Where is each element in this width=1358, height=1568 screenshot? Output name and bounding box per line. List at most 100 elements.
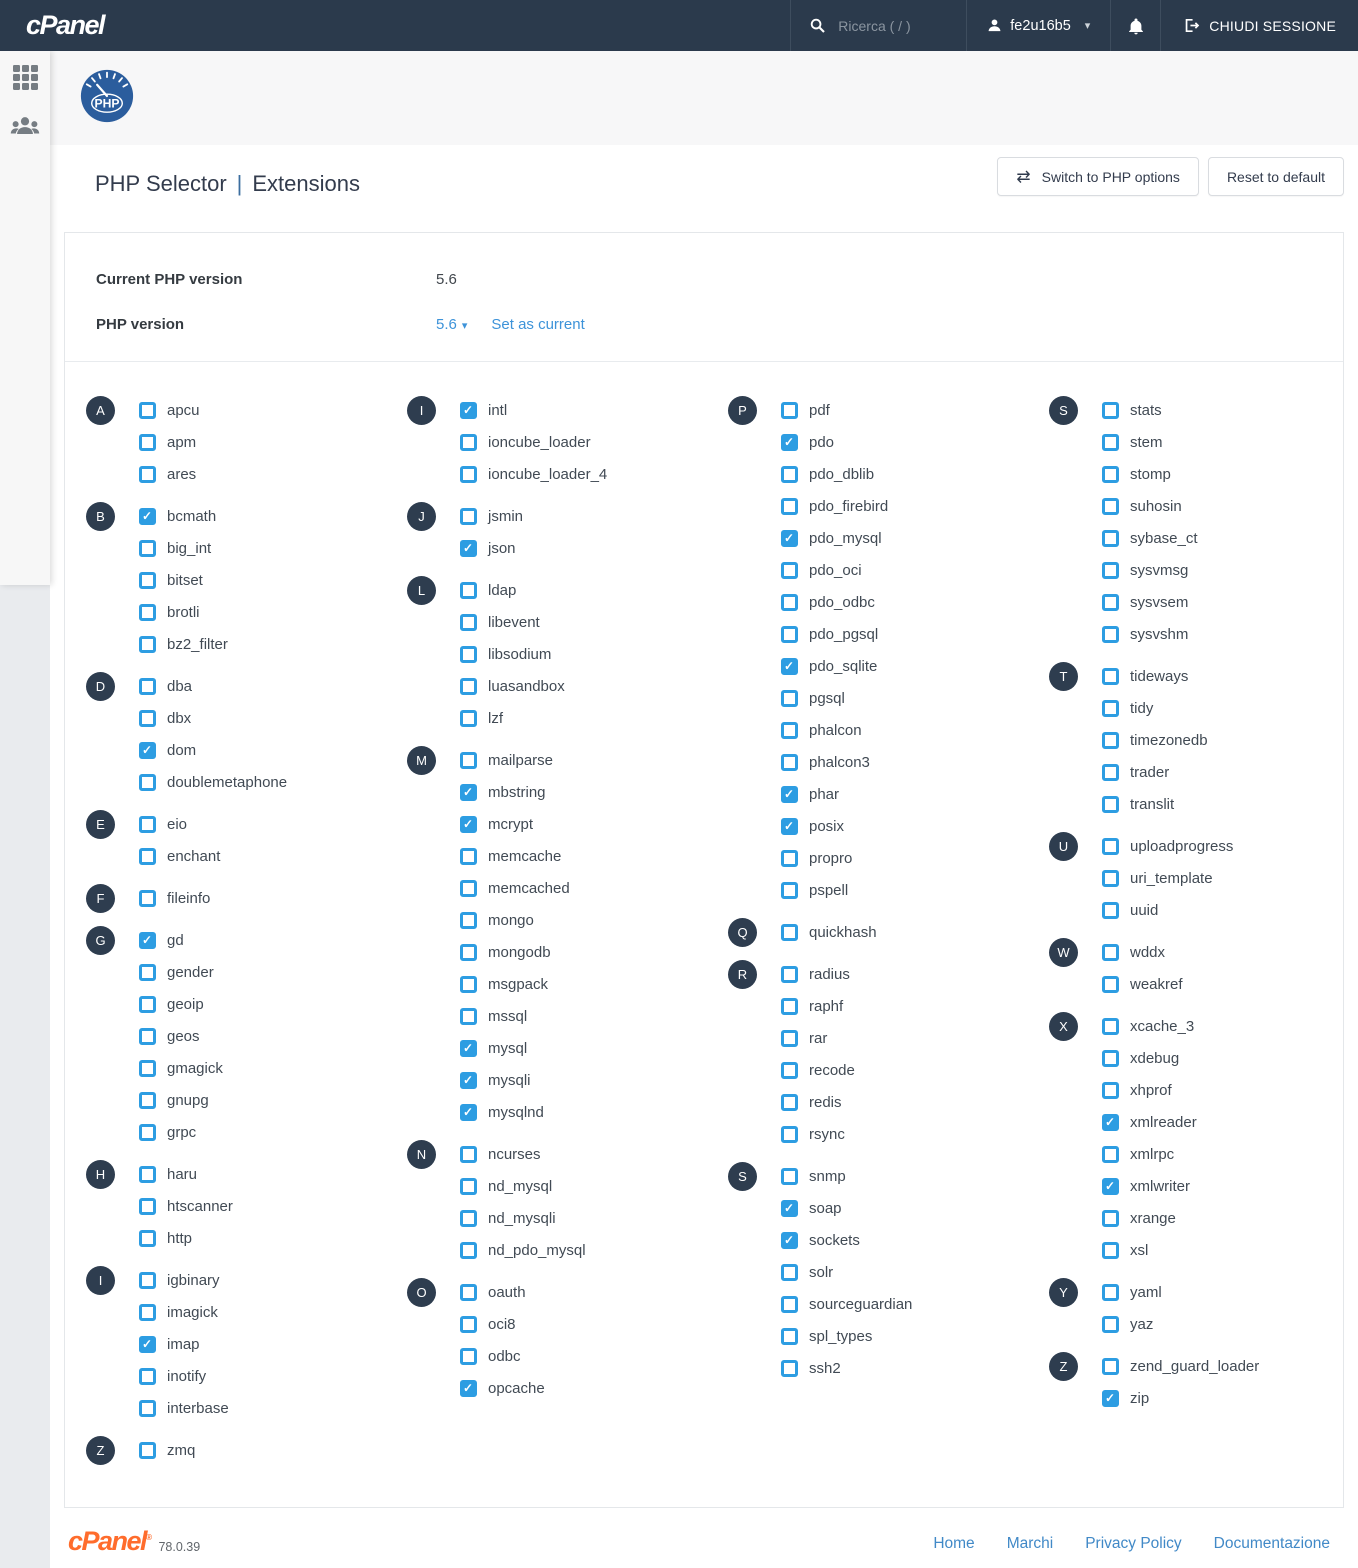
extension-checkbox[interactable] [139, 709, 156, 727]
extension-item[interactable]: stats [1102, 394, 1198, 426]
extension-checkbox[interactable] [1102, 465, 1119, 483]
extension-checkbox[interactable] [139, 571, 156, 589]
extension-checkbox[interactable] [139, 1271, 156, 1289]
extension-item[interactable]: memcache [460, 840, 570, 872]
extension-item[interactable]: dom [139, 734, 287, 766]
extension-item[interactable]: xmlrpc [1102, 1138, 1197, 1170]
extension-item[interactable]: apm [139, 426, 200, 458]
extension-item[interactable]: libsodium [460, 638, 565, 670]
extension-checkbox[interactable] [1102, 1315, 1119, 1333]
extension-checkbox[interactable] [139, 1303, 156, 1321]
extension-checkbox[interactable] [139, 1027, 156, 1045]
extension-item[interactable]: pdo_firebird [781, 490, 888, 522]
extension-checkbox[interactable] [460, 879, 477, 897]
extension-checkbox[interactable] [1102, 1241, 1119, 1259]
extension-checkbox[interactable] [139, 539, 156, 557]
extension-checkbox[interactable] [1102, 529, 1119, 547]
extension-checkbox[interactable] [781, 465, 798, 483]
extension-checkbox[interactable] [139, 1165, 156, 1183]
extension-item[interactable]: pdo_oci [781, 554, 888, 586]
extension-checkbox-checked[interactable] [460, 1379, 477, 1397]
extension-checkbox[interactable] [781, 721, 798, 739]
extension-checkbox[interactable] [781, 561, 798, 579]
extension-item[interactable]: sockets [781, 1224, 912, 1256]
extension-checkbox-checked[interactable] [139, 741, 156, 759]
extension-item[interactable]: rsync [781, 1118, 855, 1150]
extension-checkbox-checked[interactable] [460, 539, 477, 557]
extension-item[interactable]: mcrypt [460, 808, 570, 840]
extension-item[interactable]: apcu [139, 394, 200, 426]
extension-checkbox[interactable] [1102, 731, 1119, 749]
extension-checkbox[interactable] [1102, 1357, 1119, 1375]
extension-checkbox[interactable] [139, 1123, 156, 1141]
extension-item[interactable]: radius [781, 958, 855, 990]
extension-item[interactable]: uploadprogress [1102, 830, 1233, 862]
extension-checkbox[interactable] [139, 1059, 156, 1077]
footer-link-documentazione[interactable]: Documentazione [1213, 1535, 1330, 1552]
extension-item[interactable]: sysvsem [1102, 586, 1198, 618]
extension-item[interactable]: fileinfo [139, 882, 210, 914]
extension-item[interactable]: xmlreader [1102, 1106, 1197, 1138]
extension-item[interactable]: geos [139, 1020, 223, 1052]
extension-checkbox[interactable] [1102, 901, 1119, 919]
extension-checkbox[interactable] [460, 975, 477, 993]
extension-item[interactable]: yaml [1102, 1276, 1162, 1308]
extension-item[interactable]: stomp [1102, 458, 1198, 490]
extension-checkbox[interactable] [460, 943, 477, 961]
extension-checkbox[interactable] [460, 847, 477, 865]
extension-checkbox[interactable] [1102, 1209, 1119, 1227]
extension-checkbox-checked[interactable] [460, 815, 477, 833]
extension-checkbox[interactable] [1102, 561, 1119, 579]
extension-item[interactable]: uri_template [1102, 862, 1233, 894]
user-menu[interactable]: fe2u16b5 ▾ [966, 0, 1110, 51]
extension-checkbox[interactable] [139, 401, 156, 419]
extension-item[interactable]: mongo [460, 904, 570, 936]
footer-link-marchi[interactable]: Marchi [1006, 1535, 1054, 1552]
extension-checkbox[interactable] [781, 923, 798, 941]
extension-checkbox[interactable] [781, 689, 798, 707]
extension-checkbox[interactable] [460, 433, 477, 451]
extension-item[interactable]: mongodb [460, 936, 570, 968]
extension-checkbox[interactable] [781, 497, 798, 515]
extension-item[interactable]: phalcon3 [781, 746, 888, 778]
extension-checkbox[interactable] [1102, 795, 1119, 813]
extension-item[interactable]: wddx [1102, 936, 1183, 968]
extension-item[interactable]: lzf [460, 702, 565, 734]
extension-checkbox[interactable] [1102, 699, 1119, 717]
extension-checkbox[interactable] [460, 677, 477, 695]
extension-checkbox[interactable] [1102, 1081, 1119, 1099]
extension-checkbox[interactable] [460, 1283, 477, 1301]
extension-item[interactable]: jsmin [460, 500, 523, 532]
extension-item[interactable]: geoip [139, 988, 223, 1020]
extension-item[interactable]: zend_guard_loader [1102, 1350, 1259, 1382]
extension-item[interactable]: bcmath [139, 500, 228, 532]
extension-item[interactable]: igbinary [139, 1264, 229, 1296]
extension-item[interactable]: ares [139, 458, 200, 490]
extension-item[interactable]: imagick [139, 1296, 229, 1328]
extension-item[interactable]: sybase_ct [1102, 522, 1198, 554]
extension-checkbox[interactable] [139, 1229, 156, 1247]
extension-checkbox[interactable] [1102, 593, 1119, 611]
extension-checkbox[interactable] [1102, 869, 1119, 887]
extension-checkbox[interactable] [1102, 1283, 1119, 1301]
extension-item[interactable]: pdo_dblib [781, 458, 888, 490]
extension-item[interactable]: raphf [781, 990, 855, 1022]
extension-item[interactable]: nd_mysqli [460, 1202, 586, 1234]
extension-item[interactable]: doublemetaphone [139, 766, 287, 798]
extension-item[interactable]: oci8 [460, 1308, 545, 1340]
extension-item[interactable]: gd [139, 924, 223, 956]
extension-checkbox[interactable] [460, 465, 477, 483]
extension-item[interactable]: enchant [139, 840, 220, 872]
set-as-current-link[interactable]: Set as current [491, 316, 585, 333]
extension-checkbox-checked[interactable] [460, 783, 477, 801]
extension-checkbox[interactable] [139, 1197, 156, 1215]
extension-checkbox[interactable] [1102, 1049, 1119, 1067]
extension-item[interactable]: spl_types [781, 1320, 912, 1352]
extension-item[interactable]: ssh2 [781, 1352, 912, 1384]
extension-item[interactable]: uuid [1102, 894, 1233, 926]
extension-checkbox[interactable] [139, 889, 156, 907]
extension-checkbox[interactable] [139, 603, 156, 621]
apps-grid-button[interactable] [9, 64, 41, 96]
extension-item[interactable]: nd_mysql [460, 1170, 586, 1202]
extension-item[interactable]: dbx [139, 702, 287, 734]
